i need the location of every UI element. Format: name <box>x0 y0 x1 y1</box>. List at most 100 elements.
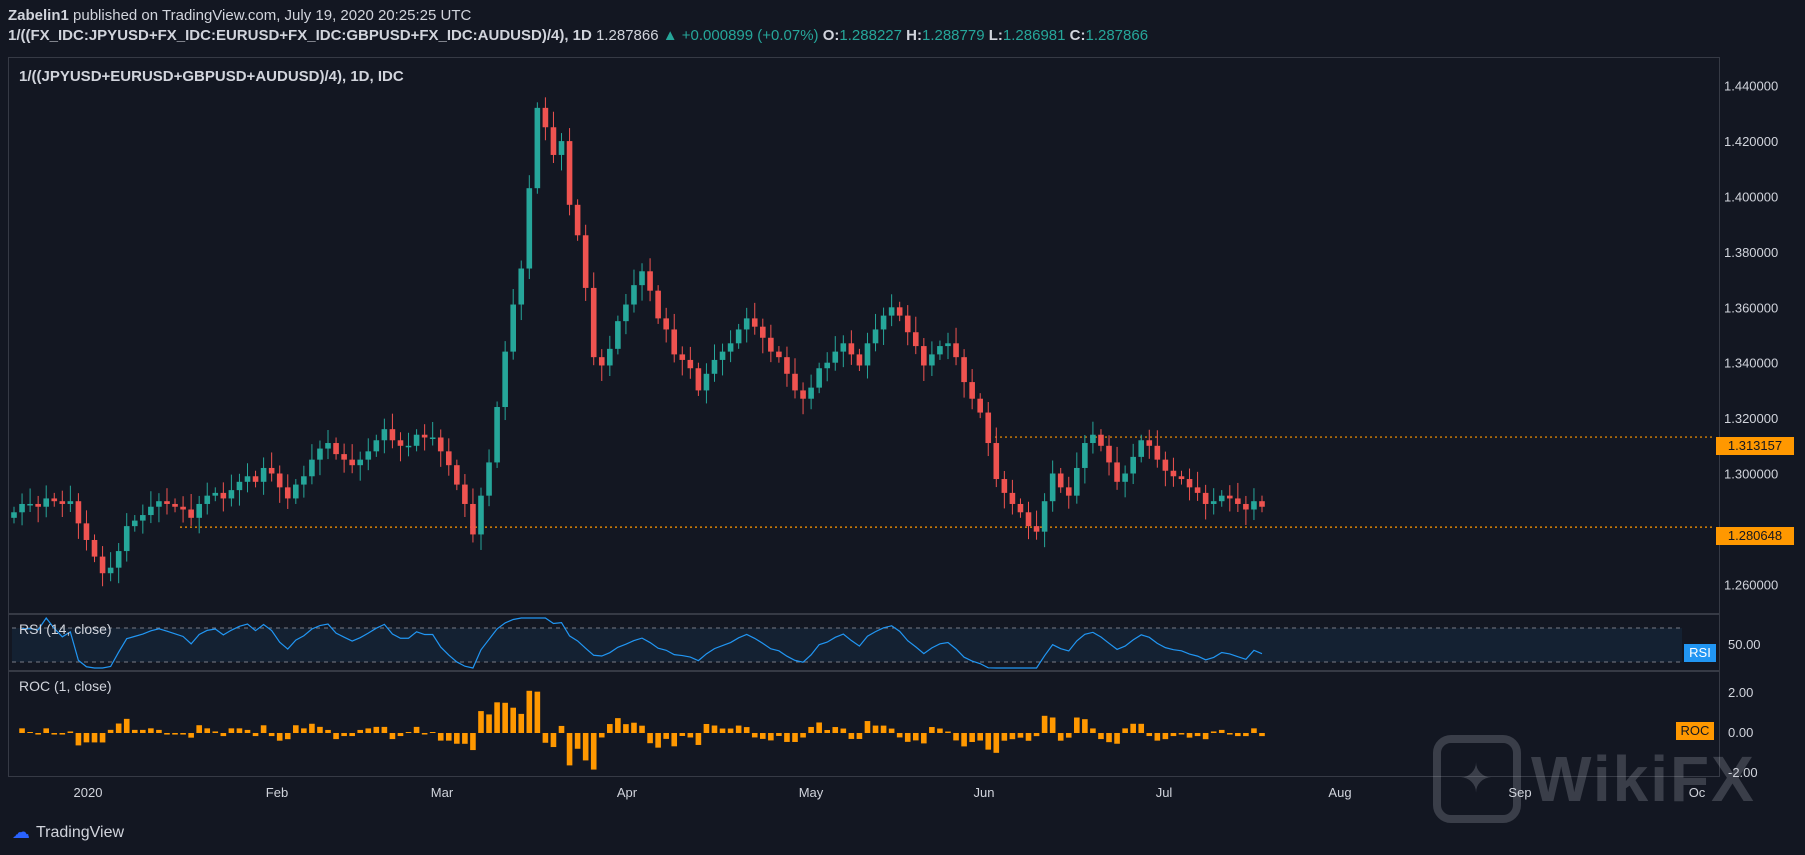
roc-bar <box>558 725 565 733</box>
roc-bar <box>542 733 549 743</box>
candle-body <box>220 492 227 499</box>
roc-bar <box>357 729 364 733</box>
roc-bar <box>671 733 678 747</box>
candle-body <box>639 271 645 286</box>
candle-body <box>880 315 887 330</box>
candle-body <box>470 503 476 535</box>
candle-body <box>204 495 211 504</box>
candle-body <box>888 307 895 316</box>
resistance-price-tag: 1.313157 <box>1716 437 1794 455</box>
rsi-band <box>12 628 1682 662</box>
roc-tag: ROC <box>1676 722 1714 740</box>
roc-bar <box>196 725 202 733</box>
main-series-label: 1/((JPYUSD+EURUSD+GBPUSD+AUDUSD)/4), 1D,… <box>19 68 404 85</box>
candle-body <box>776 351 782 358</box>
candle-body <box>196 503 202 518</box>
close-label: C: <box>1069 27 1086 44</box>
roc-bar <box>945 731 951 733</box>
x-tick-label: Jun <box>974 785 995 800</box>
roc-bar <box>550 733 557 748</box>
candle-body <box>1178 476 1185 480</box>
x-tick-label: Feb <box>266 785 288 800</box>
roc-bar <box>51 733 58 735</box>
footer-brand: TradingView <box>36 823 125 841</box>
candle-body <box>1218 495 1225 502</box>
roc-bar <box>349 733 355 737</box>
candle-body <box>212 492 219 496</box>
candle-body <box>977 398 983 413</box>
publish-line: Zabelin1 published on TradingView.com, J… <box>8 6 1148 26</box>
cloud-icon: ☁ <box>12 822 30 842</box>
roc-bar <box>1074 717 1080 733</box>
roc-bar <box>663 733 669 739</box>
candle-body <box>558 141 565 155</box>
candle-body <box>647 271 653 291</box>
roc-bar <box>1106 733 1112 743</box>
roc-bar <box>743 727 750 733</box>
roc-bar <box>317 726 323 733</box>
roc-bar <box>1259 733 1265 737</box>
candle-body <box>719 351 726 360</box>
publisher-name[interactable]: Zabelin1 <box>8 7 69 24</box>
roc-tick-label: 0.00 <box>1728 725 1753 740</box>
candle-body <box>83 523 90 540</box>
roc-bar <box>1154 733 1161 741</box>
candle-body <box>921 346 927 366</box>
roc-bar <box>502 702 508 733</box>
roc-bar <box>83 733 90 743</box>
price-pane[interactable]: 1/((JPYUSD+EURUSD+GBPUSD+AUDUSD)/4), 1D,… <box>8 57 1720 614</box>
roc-bar <box>373 726 380 733</box>
roc-bar <box>276 733 283 741</box>
roc-bar <box>188 733 194 738</box>
roc-label: ROC (1, close) <box>19 678 112 694</box>
candle-body <box>1170 470 1177 477</box>
roc-bar <box>880 725 887 733</box>
candle-body <box>1235 498 1241 504</box>
candle-body <box>1146 440 1153 446</box>
roc-bar <box>784 733 790 742</box>
roc-bar <box>687 733 694 738</box>
candle-body <box>872 329 879 344</box>
roc-pane[interactable]: ROC (1, close) <box>8 671 1720 777</box>
candle-body <box>27 503 33 506</box>
candle-body <box>743 318 750 330</box>
roc-bar <box>1122 728 1128 733</box>
roc-bar <box>19 728 25 733</box>
roc-bar <box>494 702 500 733</box>
roc-bar <box>735 725 742 733</box>
candle-body <box>566 141 573 205</box>
roc-bar <box>615 718 621 733</box>
candle-body <box>735 329 742 344</box>
x-tick-label: 2020 <box>74 785 103 800</box>
candle-body <box>993 443 1000 480</box>
candle-body <box>1009 492 1016 504</box>
candle-body <box>293 484 299 499</box>
candle-body <box>840 343 847 352</box>
tradingview-logo[interactable]: ☁ TradingView <box>12 822 124 843</box>
roc-bar <box>921 733 927 744</box>
roc-bar <box>365 728 372 733</box>
roc-bar <box>1130 723 1136 733</box>
candle-body <box>244 476 251 482</box>
roc-bar <box>107 729 114 733</box>
candle-body <box>808 387 814 399</box>
candle-body <box>1025 512 1032 527</box>
candle-body <box>912 332 919 347</box>
roc-bar <box>1114 733 1120 744</box>
candle-body <box>816 368 822 388</box>
roc-bar <box>341 733 347 737</box>
candle-body <box>1049 473 1056 502</box>
roc-bar <box>1194 733 1201 737</box>
roc-bar <box>711 725 718 733</box>
roc-bar <box>703 723 710 733</box>
candle-body <box>462 484 468 504</box>
roc-bar <box>953 733 959 741</box>
candle-body <box>131 520 138 527</box>
roc-bar <box>1009 733 1016 740</box>
candle-body <box>478 495 484 535</box>
symbol-name: 1/((FX_IDC:JPYUSD+FX_IDC:EURUSD+FX_IDC:G… <box>8 27 592 44</box>
candle-body <box>1194 487 1201 493</box>
roc-bar <box>309 723 315 733</box>
rsi-pane[interactable]: RSI (14, close) <box>8 614 1720 671</box>
